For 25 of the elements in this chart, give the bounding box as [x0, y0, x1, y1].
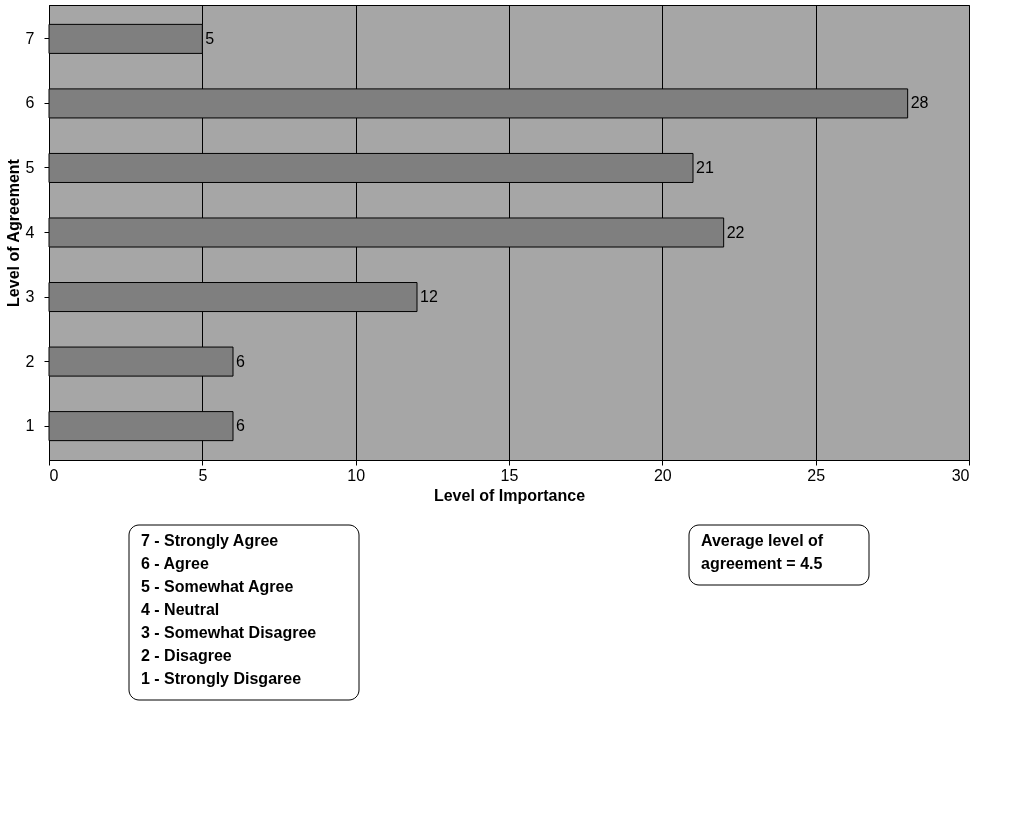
- y-tick-label: 5: [25, 158, 35, 176]
- y-tick-label: 6: [25, 94, 35, 112]
- data-label: 12: [420, 288, 438, 306]
- y-tick-label: 2: [25, 352, 35, 370]
- y-tick-label: 1: [25, 417, 35, 435]
- x-tick-label: 30: [951, 466, 970, 484]
- data-label: 6: [236, 417, 245, 435]
- x-tick-label: 25: [807, 466, 826, 484]
- data-label: 28: [910, 94, 929, 112]
- text: Average level of agreement = 4.5: [701, 532, 824, 572]
- y-tick-label: 7: [25, 29, 35, 47]
- text: 7 - Strongly Agree 6 - Agree 5 - Somewhat Agree 4 - Neutral 3 - Somewhat Disagree 2 - Disagree 1 - Strongly Disgaree: [141, 532, 317, 687]
- x-tick-label: 0: [49, 466, 59, 484]
- y-axis-title: Level of Agreement: [4, 158, 22, 307]
- y-tick-label: 4: [25, 223, 35, 241]
- x-tick-label: 5: [198, 466, 208, 484]
- data-label: 22: [726, 223, 745, 241]
- x-axis-title: Level of Importance: [433, 486, 586, 504]
- data-label: 21: [696, 158, 714, 176]
- x-tick-label: 20: [653, 466, 672, 484]
- x-tick-label: 15: [500, 466, 519, 484]
- data-label: 5: [205, 29, 215, 47]
- data-label: 6: [236, 352, 245, 370]
- x-tick-label: 10: [347, 466, 366, 484]
- y-tick-label: 3: [25, 288, 35, 306]
